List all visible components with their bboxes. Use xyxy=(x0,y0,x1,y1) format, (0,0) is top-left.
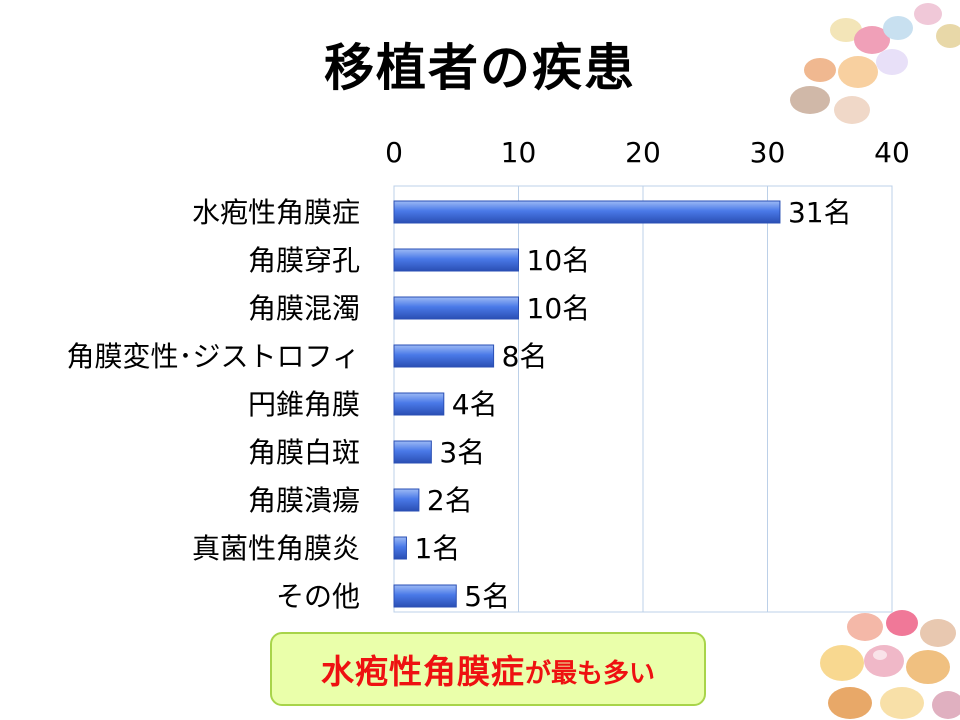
category-label: 円錐角膜 xyxy=(248,388,360,421)
x-tick-label: 10 xyxy=(501,136,537,169)
bar xyxy=(393,488,420,512)
slide-title: 移植者の疾患 xyxy=(324,39,636,97)
candy-decoration-top xyxy=(790,3,960,124)
bar xyxy=(393,440,432,464)
category-label: 角膜白斑 xyxy=(248,436,360,469)
bar xyxy=(393,344,495,368)
data-label: 10名 xyxy=(527,292,591,325)
data-label: 8名 xyxy=(502,340,548,373)
category-label: 真菌性角膜炎 xyxy=(192,532,360,565)
category-label: 角膜穿孔 xyxy=(248,244,360,277)
x-tick-label: 40 xyxy=(874,136,910,169)
data-label: 3名 xyxy=(439,436,485,469)
x-tick-label: 20 xyxy=(625,136,661,169)
bar xyxy=(393,584,457,608)
data-label: 4名 xyxy=(452,388,498,421)
data-label: 1名 xyxy=(414,532,460,565)
bar xyxy=(393,296,519,320)
category-label: 角膜混濁 xyxy=(248,292,360,325)
data-label: 5名 xyxy=(464,580,510,613)
data-label: 10名 xyxy=(527,244,591,277)
bar xyxy=(393,248,519,272)
callout-rest-text: が最も多い xyxy=(524,658,655,689)
candy-decoration-bottom xyxy=(820,610,960,719)
category-label: 角膜潰瘍 xyxy=(248,484,360,517)
x-tick-label: 30 xyxy=(750,136,786,169)
bar xyxy=(393,200,781,224)
bar xyxy=(393,392,445,416)
data-label: 2名 xyxy=(427,484,473,517)
callout-box: 水疱性角膜症 が最も多い xyxy=(270,632,706,706)
bar xyxy=(393,536,407,560)
data-label: 31名 xyxy=(788,196,852,229)
category-label: その他 xyxy=(276,580,360,613)
callout-main-text: 水疱性角膜症 xyxy=(320,652,525,691)
category-label: 水疱性角膜症 xyxy=(192,196,360,229)
category-label: 角膜変性･ジストロフィ xyxy=(67,340,360,373)
x-tick-label: 0 xyxy=(385,136,403,169)
